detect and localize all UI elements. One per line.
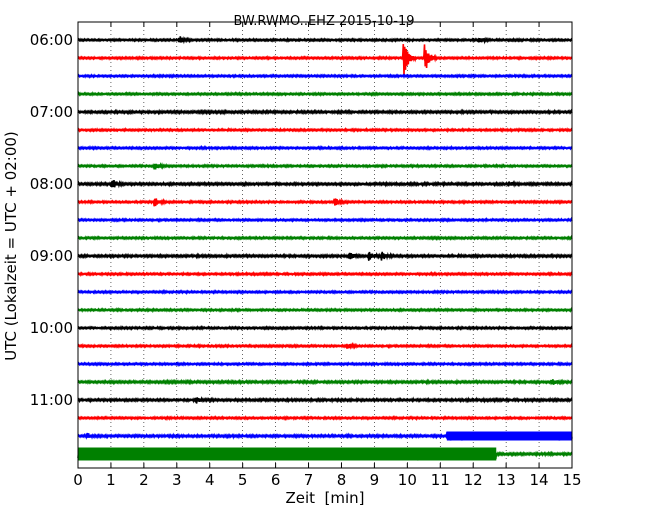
trace-0645 (77, 91, 573, 98)
x-tick-label: 14 (530, 471, 549, 489)
x-tick-label: 4 (205, 471, 215, 489)
trace-0745 (77, 161, 573, 170)
x-tick-label: 2 (139, 471, 149, 489)
x-tick-label: 8 (337, 471, 347, 489)
trace-0730 (77, 144, 573, 152)
y-axis-label: UTC (Lokalzeit = UTC + 02:00) (2, 131, 20, 361)
trace-0845 (77, 235, 573, 242)
trace-0830 (77, 216, 573, 223)
x-tick-label: 9 (370, 471, 380, 489)
y-tick-label: 07:00 (30, 103, 73, 121)
x-tick-label: 7 (304, 471, 314, 489)
trace-1115 (77, 415, 573, 422)
traces (77, 35, 573, 461)
x-axis-label: Zeit [min] (285, 489, 364, 507)
x-tick-label: 11 (431, 471, 450, 489)
trace-0700 (77, 108, 573, 116)
y-tick-label: 11:00 (30, 391, 73, 409)
noise-band-1130 (446, 431, 572, 441)
y-tick-label: 09:00 (30, 247, 73, 265)
x-tick-label: 6 (271, 471, 281, 489)
trace-0915 (77, 270, 573, 278)
trace-0630 (77, 73, 573, 80)
y-tick-label: 08:00 (30, 175, 73, 193)
plot-frame (77, 21, 573, 469)
trace-0900 (77, 251, 573, 261)
trace-0945 (77, 306, 573, 314)
trace-1100 (77, 396, 573, 404)
x-tick-label: 1 (106, 471, 116, 489)
trace-0615 (77, 44, 573, 76)
trace-0800 (77, 179, 573, 189)
trace-1030 (77, 361, 573, 368)
y-tick-label: 06:00 (30, 31, 73, 49)
x-axis-ticks: 0 1 2 3 4 5 6 7 8 9 10 11 12 13 14 15 (73, 22, 582, 489)
y-axis-ticks: 06:00 07:00 08:00 09:00 10:00 11:00 (30, 31, 83, 409)
x-tick-label: 15 (562, 471, 581, 489)
trace-0600 (77, 35, 573, 45)
x-tick-label: 10 (398, 471, 417, 489)
x-tick-label: 3 (172, 471, 182, 489)
trace-0715 (77, 126, 573, 134)
x-tick-label: 0 (73, 471, 83, 489)
x-tick-label: 13 (497, 471, 516, 489)
trace-0815 (77, 197, 573, 207)
noise-band-1145 (78, 447, 497, 461)
y-tick-label: 10:00 (30, 319, 73, 337)
trace-1000 (77, 324, 573, 331)
trace-0930 (77, 288, 573, 296)
trace-1045 (77, 378, 573, 386)
trace-1015 (77, 341, 573, 350)
x-tick-label: 12 (464, 471, 483, 489)
x-tick-label: 5 (238, 471, 248, 489)
